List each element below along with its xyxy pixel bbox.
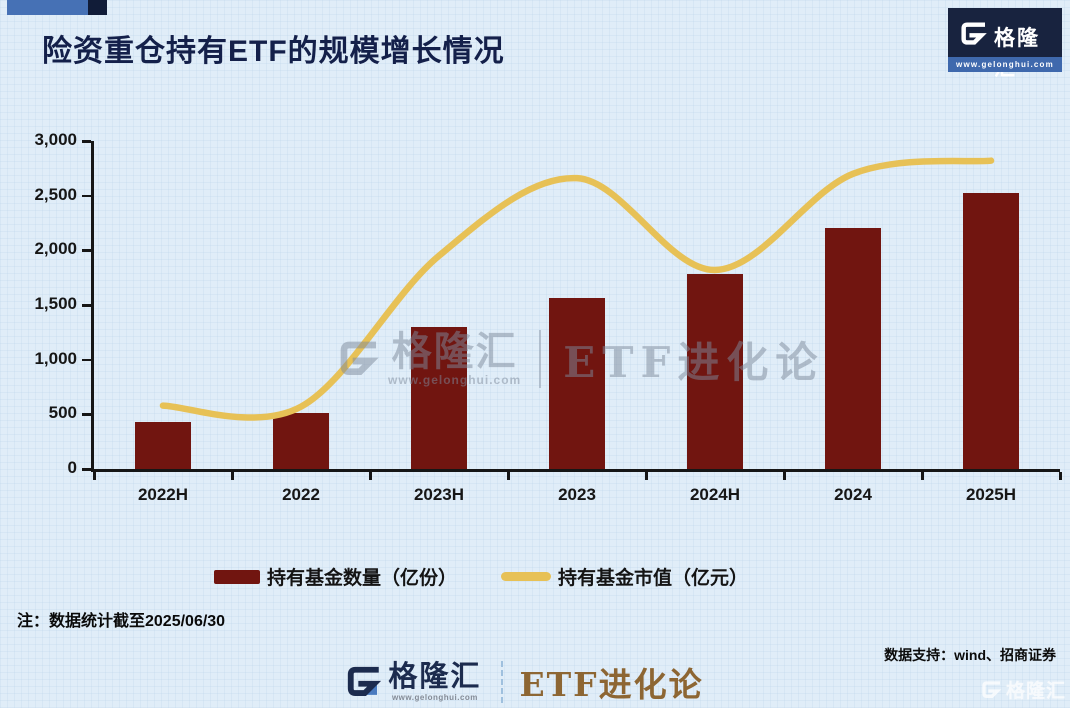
x-category-label: 2023 — [558, 485, 596, 504]
corner-brand: 格隆汇 — [1005, 681, 1066, 702]
y-tick-label: 2,500 — [34, 184, 77, 204]
x-axis-tick — [1059, 472, 1062, 480]
x-category-label: 2024H — [689, 485, 741, 504]
bar-2023 — [549, 298, 605, 469]
watermark-g-icon — [334, 335, 382, 383]
note-text: 注：数据统计截至2025/06/30 — [17, 613, 226, 630]
x-axis-tick — [783, 472, 786, 480]
bar-2022 — [273, 413, 329, 469]
x-category-label: 2022H — [137, 485, 189, 504]
x-axis-tick — [645, 472, 648, 480]
x-axis-tick — [369, 472, 372, 480]
chart-legend: 持有基金数量（亿份） 持有基金市值（亿元） — [214, 563, 748, 590]
center-watermark: 格隆汇 www.gelonghui.com ETF进化论 — [334, 330, 824, 388]
legend-line-swatch — [501, 572, 552, 581]
y-axis-tick — [82, 304, 91, 307]
watermark-brand: 格隆汇 — [391, 329, 518, 374]
x-category-label: 2024 — [834, 485, 872, 504]
y-tick-label: 500 — [48, 403, 77, 423]
x-category-label: 2025H — [965, 485, 1017, 504]
x-axis-tick — [507, 472, 510, 480]
watermark-tagline: ETF进化论 — [563, 337, 825, 387]
page-title: 险资重仓持有ETF的规模增长情况 — [42, 35, 505, 68]
y-tick-label: 0 — [67, 458, 77, 477]
x-axis-tick — [231, 472, 234, 480]
legend-line-label: 持有基金市值（亿元） — [558, 568, 749, 589]
footer-brand: 格隆汇 — [388, 661, 482, 694]
corner-g-icon — [979, 678, 1003, 702]
footer-divider — [501, 661, 504, 703]
footer-tagline: ETF进化论 — [519, 665, 704, 704]
y-axis-tick — [82, 413, 91, 416]
deco-bar-blue — [7, 0, 88, 15]
legend-bar-label: 持有基金数量（亿份） — [267, 568, 458, 589]
y-tick-label: 1,000 — [34, 348, 77, 368]
y-axis-tick — [82, 358, 91, 362]
y-axis-tick — [82, 194, 91, 198]
credits-text: 数据支持：wind、招商证券 — [884, 647, 1056, 663]
y-axis-tick — [82, 468, 91, 471]
brand-name: 格隆汇 — [994, 27, 1040, 80]
y-tick-label: 1,500 — [34, 294, 77, 313]
footer-g-icon — [342, 661, 384, 703]
x-axis-tick — [921, 472, 924, 480]
chart-area: 0 500 1,000 1,500 2,000 2,500 3,000 2022H 2022 20… — [34, 130, 1062, 504]
y-axis-tick — [82, 249, 91, 252]
x-axis-tick — [93, 472, 96, 480]
watermark-url: www.gelonghui.com — [388, 372, 522, 387]
gelonghui-g-icon — [957, 18, 989, 50]
brand-logo-box: 格隆汇 www.gelonghui.com — [948, 8, 1062, 80]
footer: 格隆汇 www.gelonghui.com ETF进化论 — [0, 658, 1046, 706]
bar-2024 — [825, 228, 881, 469]
line-series — [159, 157, 995, 421]
deco-square-navy — [88, 0, 107, 15]
x-category-label: 2022 — [282, 485, 320, 504]
brand-url: www.gelonghui.com — [948, 57, 1062, 72]
corner-watermark: 格隆汇 — [979, 676, 1066, 703]
y-axis-tick — [82, 140, 91, 143]
footer-url: www.gelonghui.com — [391, 692, 478, 702]
watermark-divider — [539, 330, 542, 388]
x-category-label: 2023H — [413, 485, 465, 504]
bar-2022H — [135, 422, 191, 469]
bar-2025H — [963, 193, 1019, 469]
y-tick-label: 3,000 — [34, 130, 77, 149]
legend-bar-swatch — [214, 569, 260, 584]
bar-2023H — [411, 326, 467, 469]
y-tick-label: 2,000 — [34, 239, 77, 259]
bar-2024H — [687, 274, 743, 469]
